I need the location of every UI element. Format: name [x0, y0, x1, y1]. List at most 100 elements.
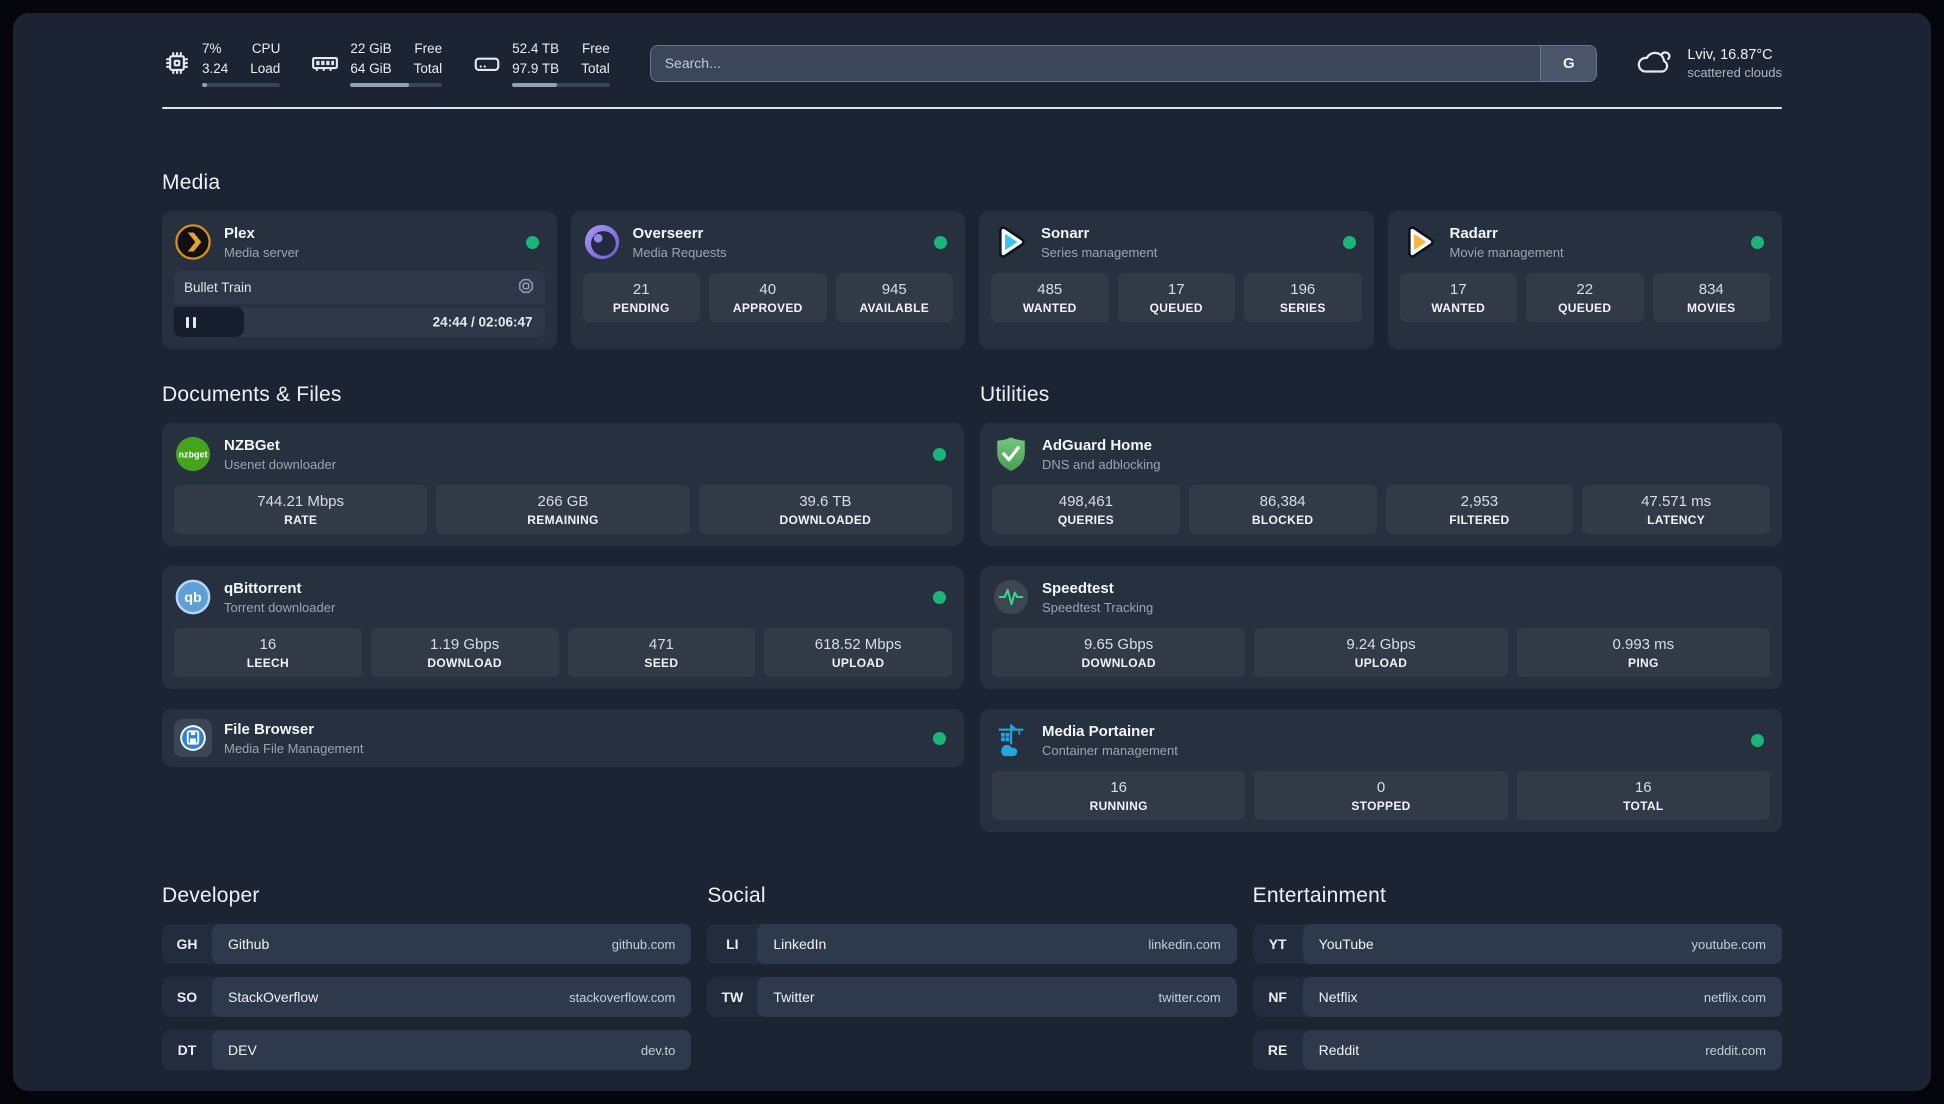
stat-value: 498,461 [1058, 493, 1113, 511]
storage-free-value: 52.4 TB [512, 41, 560, 56]
qbittorrent-card[interactable]: qb qBittorrent Torrent downloader [162, 566, 964, 690]
search-engine-button[interactable]: G [1540, 45, 1597, 81]
stat-tile: 1.19 Gbps DOWNLOAD [370, 628, 559, 678]
storage-progress-fill [512, 83, 558, 88]
stat-tile: 86,384 BLOCKED [1188, 485, 1377, 535]
weather-location-temp: Lviv, 16.87°C [1687, 46, 1773, 63]
stat-label: LEECH [246, 656, 289, 671]
nzbget-card[interactable]: nzbget NZBGet Usenet downloader 74 [162, 423, 964, 547]
stat-tile: 618.52 Mbps UPLOAD [764, 628, 952, 678]
stat-label: FILTERED [1449, 513, 1510, 528]
app-subtitle: Usenet downloader [224, 456, 337, 472]
divider [162, 107, 1782, 110]
stat-label: QUERIES [1057, 513, 1114, 528]
stat-value: 1.19 Gbps [430, 636, 500, 654]
bookmark-name: LinkedIn [773, 936, 827, 953]
cpu-progress-fill [202, 83, 208, 88]
bookmark-row-stackoverflow[interactable]: SO StackOverflow stackoverflow.com [162, 977, 692, 1018]
stat-value: 0.993 ms [1612, 636, 1675, 654]
sonarr-card[interactable]: Sonarr Series management 485 WANTED 17 Q… [979, 211, 1374, 350]
bookmark-name: Twitter [773, 989, 815, 1006]
top-bar: 7% 3.24 CPU Load [162, 13, 1782, 88]
status-dot [1342, 235, 1356, 249]
app-name: Speedtest [1042, 579, 1114, 597]
app-name: Sonarr [1041, 224, 1090, 242]
speedtest-card[interactable]: Speedtest Speedtest Tracking 9.65 Gbps D… [980, 566, 1782, 690]
search-input[interactable] [650, 45, 1541, 81]
stat-tile: 0 STOPPED [1254, 771, 1508, 821]
stat-label: WANTED [1022, 301, 1077, 316]
bookmark-row-linkedin[interactable]: LI LinkedIn linkedin.com [707, 924, 1237, 965]
filebrowser-card[interactable]: File Browser Media File Management [162, 709, 964, 768]
bookmark-row-youtube[interactable]: YT YouTube youtube.com [1252, 924, 1782, 965]
status-dot [934, 235, 947, 249]
radarr-card[interactable]: Radarr Movie management 17 WANTED 22 QUE… [1387, 211, 1782, 350]
app-name: NZBGet [224, 436, 280, 454]
section-title-developer: Developer [162, 884, 260, 908]
bookmark-abbr: SO [176, 989, 198, 1006]
svg-text:nzbget: nzbget [178, 449, 207, 459]
cpu-load-label: Load [250, 60, 281, 76]
stat-label: AVAILABLE [859, 301, 930, 316]
bookmark-url: linkedin.com [1148, 936, 1221, 952]
bookmark-url: netflix.com [1703, 989, 1766, 1005]
plex-card[interactable]: Plex Media server Bullet Train [162, 211, 557, 350]
bookmark-abbr: LI [726, 936, 739, 953]
stat-value: 266 GB [537, 493, 589, 511]
bookmark-row-github[interactable]: GH Github github.com [162, 924, 692, 965]
cpu-usage-value: 7% [202, 41, 222, 56]
bookmark-abbr: TW [721, 989, 744, 1006]
app-name: Overseerr [632, 224, 704, 242]
bookmark-abbr: NF [1268, 989, 1287, 1006]
stat-value: 196 [1290, 281, 1316, 299]
portainer-card[interactable]: Media Portainer Container management 16 … [980, 709, 1782, 833]
storage-total-label: Total [581, 60, 610, 76]
pause-button[interactable] [186, 316, 196, 328]
stat-value: 618.52 Mbps [814, 636, 902, 654]
stat-tile: 498,461 QUERIES [992, 485, 1180, 535]
app-subtitle: Media server [224, 244, 300, 260]
section-title-media: Media [162, 171, 221, 195]
bookmark-row-reddit[interactable]: RE Reddit reddit.com [1252, 1030, 1782, 1071]
adguard-card[interactable]: AdGuard Home DNS and adblocking 498,461 … [980, 423, 1782, 547]
stat-value: 945 [881, 281, 907, 299]
section-title-entertainment: Entertainment [1252, 884, 1386, 908]
sonarr-icon [991, 223, 1029, 261]
radarr-icon [1400, 223, 1438, 261]
stat-value: 16 [259, 636, 277, 654]
developer-section: Developer GH Github github.com SO StackO… [162, 884, 692, 1071]
stat-value: 17 [1167, 281, 1185, 299]
stat-value: 2,953 [1460, 493, 1499, 511]
stat-value: 16 [1110, 779, 1127, 797]
player-progress-fill [174, 307, 245, 338]
stat-label: PING [1628, 656, 1659, 671]
stat-tile: 485 WANTED [991, 273, 1109, 323]
stat-tile: 39.6 TB DOWNLOADED [698, 485, 952, 535]
bookmark-row-twitter[interactable]: TW Twitter twitter.com [707, 977, 1237, 1018]
stat-label: LATENCY [1647, 513, 1706, 528]
memory-free-value: 22 GiB [350, 41, 392, 56]
qbittorrent-icon: qb [174, 578, 212, 616]
stat-tile: 834 MOVIES [1652, 273, 1770, 323]
status-dot [933, 731, 946, 745]
app-name: File Browser [224, 720, 315, 738]
bookmark-url: stackoverflow.com [569, 989, 676, 1005]
bookmark-abbr: DT [177, 1042, 197, 1059]
overseerr-card[interactable]: Overseerr Media Requests 21 PENDING 40 A… [570, 211, 965, 350]
stat-value: 86,384 [1259, 493, 1306, 511]
plex-icon [174, 223, 212, 261]
stat-label: DOWNLOAD [427, 656, 502, 671]
stat-label: MOVIES [1687, 301, 1736, 316]
storage-free-label: Free [581, 41, 610, 56]
bookmark-row-netflix[interactable]: NF Netflix netflix.com [1252, 977, 1782, 1018]
stat-label: BLOCKED [1251, 513, 1314, 528]
bookmark-name: YouTube [1318, 936, 1374, 953]
stat-label: PENDING [612, 301, 670, 316]
bookmark-row-dev[interactable]: DT DEV dev.to [162, 1030, 692, 1071]
stat-label: RUNNING [1089, 799, 1148, 814]
stat-value: 40 [759, 281, 777, 299]
player-source-icon[interactable] [517, 277, 535, 298]
stat-value: 471 [648, 636, 674, 654]
storage-total-value: 97.9 TB [512, 60, 560, 76]
cpu-progress-bar [202, 83, 281, 88]
